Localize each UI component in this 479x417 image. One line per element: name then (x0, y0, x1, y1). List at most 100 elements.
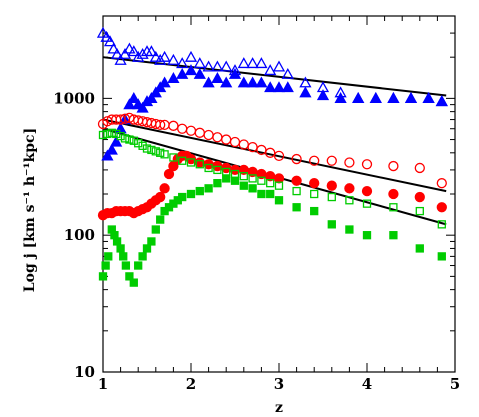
data-point (309, 178, 320, 189)
data-point (435, 95, 448, 107)
data-point (151, 225, 160, 234)
data-point (281, 67, 294, 79)
data-point (101, 261, 110, 270)
data-point (256, 144, 267, 156)
data-point (265, 147, 276, 158)
data-point (151, 147, 160, 156)
data-point (272, 60, 286, 72)
data-point (388, 160, 399, 172)
data-point (178, 192, 187, 202)
data-point (291, 175, 302, 186)
data-point (345, 196, 354, 205)
data-point (185, 125, 197, 136)
data-point (299, 86, 312, 98)
x-tick-label: 4 (362, 375, 372, 393)
data-point (156, 148, 165, 157)
data-point (202, 60, 215, 72)
data-point (237, 57, 250, 69)
data-point (101, 149, 114, 161)
data-point (104, 252, 113, 261)
data-point (257, 189, 266, 199)
data-point (112, 129, 121, 139)
data-point (389, 203, 398, 212)
data-point (125, 272, 134, 281)
data-point (136, 101, 149, 113)
data-point (177, 123, 188, 134)
data-point (154, 53, 167, 65)
data-point (194, 127, 205, 138)
data-point (362, 231, 372, 240)
data-point (266, 179, 275, 188)
data-point (327, 220, 336, 229)
data-point (361, 185, 373, 197)
x-tick-label: 5 (450, 375, 460, 393)
data-point (237, 76, 250, 88)
axis-ticks (102, 15, 456, 373)
data-point (123, 42, 136, 54)
data-point (134, 139, 143, 148)
data-point (123, 98, 136, 110)
data-point (119, 252, 128, 261)
data-point (362, 199, 372, 208)
data-point (155, 191, 166, 203)
data-point (264, 81, 277, 93)
data-point (155, 119, 166, 131)
data-point (273, 150, 285, 162)
data-point (114, 53, 127, 65)
data-point (159, 183, 170, 194)
data-point (118, 47, 132, 59)
data-point (255, 57, 268, 69)
fit-line (102, 56, 447, 97)
data-point (228, 67, 242, 79)
data-point (136, 47, 149, 59)
data-point (272, 81, 286, 93)
data-point (134, 261, 143, 270)
data-point (110, 47, 124, 59)
data-point (156, 215, 165, 224)
data-point (138, 141, 147, 150)
data-point (168, 120, 179, 131)
data-point (229, 136, 241, 148)
data-point (193, 57, 206, 69)
data-point (178, 156, 187, 165)
data-point (158, 76, 171, 88)
data-point (147, 145, 156, 155)
data-point (195, 160, 204, 169)
y-axis-label: Log j [km s⁻¹ h⁻¹kpc] (22, 128, 38, 292)
data-point (246, 76, 259, 88)
data-point (220, 60, 233, 72)
data-point (176, 67, 189, 79)
data-point (222, 174, 231, 183)
x-tick-label: 3 (274, 375, 284, 393)
data-point (103, 35, 117, 47)
data-point (352, 92, 365, 104)
data-point (116, 244, 125, 253)
data-point (116, 131, 125, 141)
y-tick-label: 10 (74, 363, 95, 381)
data-point (138, 252, 147, 261)
data-point (98, 272, 108, 281)
data-point (345, 225, 354, 234)
data-point (239, 172, 248, 181)
data-point (147, 237, 156, 246)
data-point (230, 176, 240, 185)
data-point (169, 153, 178, 162)
data-point (436, 202, 447, 213)
data-point (264, 64, 277, 76)
data-point (327, 192, 336, 202)
data-point (404, 92, 418, 104)
data-point (281, 81, 294, 93)
data-point (213, 165, 222, 175)
data-point (158, 50, 171, 62)
data-point (422, 92, 435, 104)
data-point (184, 50, 198, 62)
data-point (184, 64, 198, 76)
data-point (176, 57, 189, 69)
data-point (415, 244, 424, 253)
data-points (96, 26, 448, 287)
data-point (211, 72, 224, 84)
data-point (414, 162, 425, 174)
data-point (100, 30, 113, 42)
data-point (129, 278, 138, 287)
data-point (437, 220, 446, 229)
